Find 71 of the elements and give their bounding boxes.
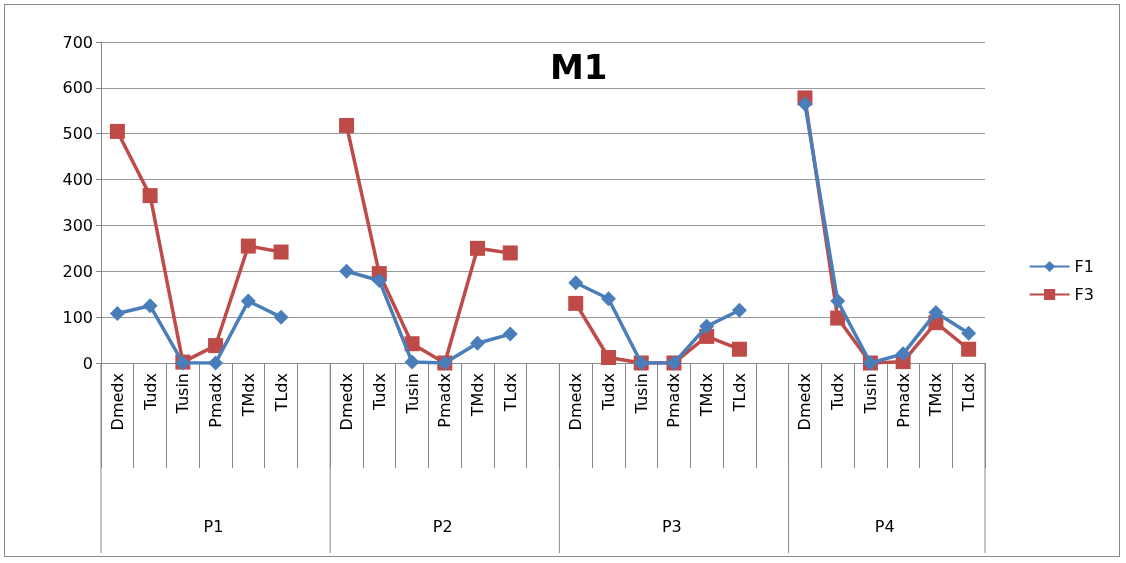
x-tick-label: Tusin [860, 373, 880, 415]
point [928, 305, 944, 321]
point [470, 335, 486, 351]
x-tick-label: Pmadx [435, 373, 455, 428]
y-tick-label: 300 [62, 215, 93, 235]
x-tick-label: Tusin [402, 373, 422, 415]
point [502, 245, 518, 261]
legend-label: F1 [1074, 257, 1095, 276]
point [208, 338, 224, 354]
x-tick-label: TLdx [500, 373, 520, 413]
x-tick-label: TLdx [729, 373, 749, 413]
point [568, 275, 584, 291]
point [961, 325, 977, 341]
point [273, 309, 289, 325]
x-tick-label: Pmadx [664, 373, 684, 428]
point [208, 355, 224, 371]
point [830, 293, 846, 309]
point [731, 302, 747, 318]
text: P2 [432, 516, 453, 536]
point [568, 295, 584, 311]
y-tick-label: 400 [62, 170, 93, 190]
x-tick-label: TLdx [271, 373, 291, 413]
point [830, 310, 846, 326]
legend-label: F3 [1074, 285, 1095, 304]
x-tick-label: Tudx [598, 373, 618, 412]
chart-title: M1 [550, 47, 608, 87]
x-tick-label: Pmadx [893, 373, 913, 428]
point [240, 293, 256, 309]
x-tick-label: Tusin [631, 373, 651, 415]
y-tick-label: 200 [62, 261, 93, 281]
point [600, 350, 616, 365]
x-tick-label: TLdx [959, 373, 979, 413]
point [404, 354, 420, 370]
point [109, 123, 125, 139]
y-tick-label: 0 [82, 353, 93, 373]
text: P3 [661, 516, 682, 536]
x-tick-label: Dmedx [566, 373, 586, 431]
x-tick-label: Dmedx [795, 373, 815, 431]
x-tick-label: Pmadx [206, 373, 226, 428]
x-tick-label: TMdx [926, 373, 946, 418]
y-tick-label: 500 [62, 124, 93, 144]
point [273, 244, 289, 260]
text: P1 [203, 516, 224, 536]
point [109, 305, 125, 321]
y-tick-label: 100 [62, 307, 93, 327]
point [339, 117, 355, 133]
y-tick-label: 700 [62, 32, 93, 52]
point [731, 341, 747, 357]
x-tick-label: Dmedx [107, 373, 127, 431]
x-tick-label: TMdx [697, 373, 717, 418]
point [961, 341, 977, 357]
point [600, 291, 616, 307]
y-tick-label: 600 [62, 78, 93, 98]
x-tick-label: Tudx [828, 373, 848, 412]
x-tick-label: Tusin [173, 373, 193, 415]
point [371, 272, 387, 288]
point [895, 346, 911, 362]
point [240, 238, 256, 254]
point [502, 326, 518, 342]
x-tick-label: Tudx [140, 373, 160, 412]
point [339, 263, 355, 279]
text: P4 [874, 516, 895, 536]
x-tick-label: TMdx [468, 373, 488, 418]
x-tick-label: Tudx [369, 373, 389, 412]
x-tick-label: TMdx [238, 373, 258, 418]
x-tick-label: Dmedx [337, 373, 357, 431]
point [797, 96, 813, 112]
point [142, 188, 158, 204]
point [699, 318, 715, 334]
point [470, 240, 486, 256]
point [142, 298, 158, 314]
